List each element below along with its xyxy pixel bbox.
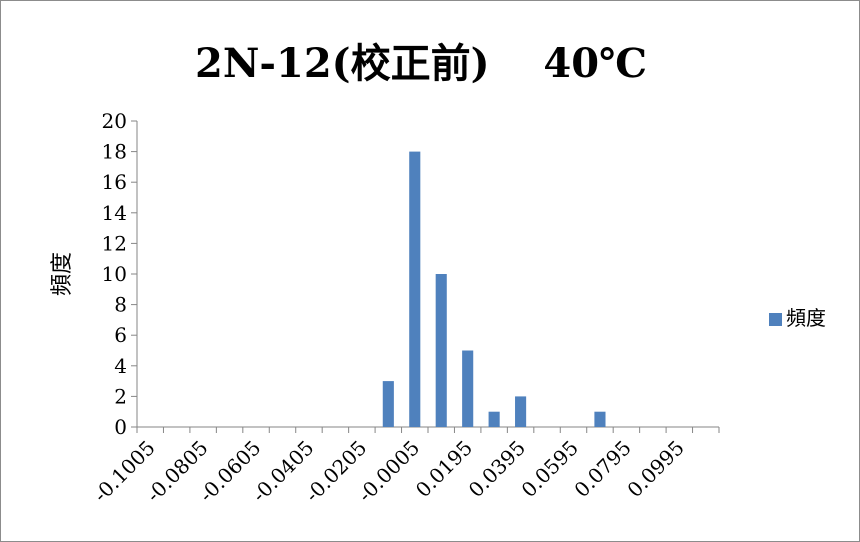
x-tick-labels: -0.1005-0.0805-0.0605-0.0405-0.0205-0.00…: [89, 436, 689, 507]
y-tick-label: 2: [114, 384, 127, 408]
x-tick-label: 0.0395: [464, 436, 530, 502]
bars: [382, 151, 606, 427]
x-tick-label: 0.0795: [569, 436, 635, 502]
x-tick-label: 0.0195: [411, 436, 477, 502]
bar: [435, 274, 447, 427]
y-tick-label: 4: [114, 354, 127, 378]
y-tick-label: 6: [114, 323, 127, 347]
chart-title: 2N-12(校正前) 40℃: [195, 40, 647, 87]
y-tick-label: 12: [102, 231, 127, 255]
legend-swatch: [769, 313, 782, 326]
bar: [382, 381, 394, 427]
y-tick-label: 18: [102, 140, 127, 164]
bar: [515, 396, 527, 427]
y-tick-label: 16: [102, 170, 127, 194]
y-tick-label: 8: [114, 293, 127, 317]
y-axis-label: 頻度: [50, 252, 75, 296]
y-tick-label: 20: [102, 109, 127, 133]
bar: [488, 411, 500, 427]
y-tick-label: 10: [102, 262, 127, 286]
y-tick-label: 14: [102, 201, 127, 225]
bar: [409, 151, 421, 427]
bar: [594, 411, 606, 427]
x-tick-label: 0.0595: [517, 436, 583, 502]
y-tick-label: 0: [114, 415, 127, 439]
legend: 頻度: [769, 306, 826, 330]
y-tick-labels: 0 2 4 6 8 10 12 14 16 18 20: [102, 109, 127, 439]
axes: [131, 120, 720, 433]
legend-label: 頻度: [786, 306, 826, 330]
bar: [462, 350, 474, 427]
x-tick-label: 0.0995: [622, 436, 688, 502]
